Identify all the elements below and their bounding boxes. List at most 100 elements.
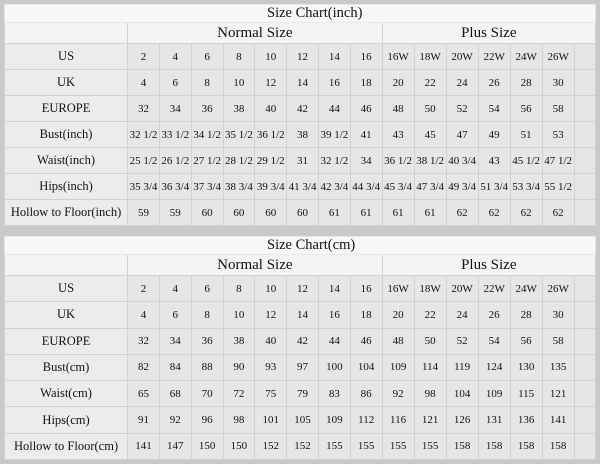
group-blank [3,254,129,276]
normal-size-cell: 8 [190,69,224,96]
plus-size-cell: 24W [509,43,543,70]
row-label: Hollow to Floor(cm) [3,432,129,461]
plus-size-cell: 28 [509,301,543,329]
plus-size-cell: 26 [477,301,511,329]
table-row: Bust(cm) 82 84 88 90 93 97 100 104 109 114 119 124 13… [3,353,597,382]
normal-size-cell: 112 [349,406,383,434]
plus-size-cell: 61 [413,199,447,226]
normal-size-cell: 38 [286,121,319,148]
plus-size-cell: 109 [381,353,415,382]
size-chart-cm: Size Chart(cm) Normal Size Plus Size US 2 4 6 8… [3,236,597,461]
plus-size-cell: 114 [413,353,447,382]
normal-size-cell: 150 [190,432,224,461]
plus-size-cell: 58 [541,95,575,122]
table-row: US 2 4 6 8 10 12 14 16 16W 18W 20W 22W 24W 26W [3,274,597,303]
plus-size-cell: 50 [413,327,447,355]
table-row: Hips(inch) 35 3/4 36 3/4 37 3/4 38 3/4 39 3/4… [3,173,597,200]
row-label: UK [3,69,129,96]
normal-size-cell: 29 1/2 [254,147,288,174]
normal-size-cell: 35 1/2 [222,121,256,148]
plus-size-cell: 26W [541,43,575,70]
normal-size-cell: 12 [286,43,319,70]
pad-cell [573,432,597,461]
plus-size-cell: 40 3/4 [445,147,479,174]
normal-size-cell: 65 [127,380,160,408]
normal-size-cell: 26 1/2 [158,147,192,174]
normal-size-cell: 60 [254,199,288,226]
normal-size-cell: 16 [349,43,383,70]
pad-cell [573,95,597,122]
normal-size-cell: 82 [127,353,160,382]
normal-size-cell: 8 [222,274,256,303]
group-normal-size: Normal Size [127,22,383,44]
table-row: US 2 4 6 8 10 12 14 16 16W 18W 20W 22W 24W 26W [3,43,597,70]
plus-size-cell: 20W [445,43,479,70]
row-label: Hollow to Floor(inch) [3,199,129,226]
normal-size-cell: 6 [190,43,224,70]
plus-size-cell: 158 [509,432,543,461]
plus-size-cell: 20 [381,301,415,329]
normal-size-cell: 152 [286,432,319,461]
normal-size-cell: 33 1/2 [158,121,192,148]
plus-size-cell: 131 [477,406,511,434]
plus-size-cell: 20W [445,274,479,303]
plus-size-cell: 158 [477,432,511,461]
normal-size-cell: 10 [254,274,288,303]
plus-size-cell: 53 3/4 [509,173,543,200]
normal-size-cell: 6 [158,69,192,96]
plus-size-cell: 47 3/4 [413,173,447,200]
plus-size-cell: 55 1/2 [541,173,575,200]
normal-size-cell: 59 [127,199,160,226]
plus-size-cell: 136 [509,406,543,434]
normal-size-cell: 88 [190,353,224,382]
pad-cell [573,301,597,329]
plus-size-cell: 36 1/2 [381,147,415,174]
normal-size-cell: 12 [254,69,288,96]
plus-size-cell: 155 [381,432,415,461]
table-row: UK 4 6 8 10 12 14 16 18 20 22 24 26 28 30 [3,301,597,329]
normal-size-cell: 16 [317,69,351,96]
normal-size-cell: 42 3/4 [317,173,351,200]
size-table: Size Chart(inch) Normal Size Plus Size US 2 4… [3,4,597,226]
plus-size-cell: 54 [477,327,511,355]
plus-size-cell: 62 [445,199,479,226]
size-chart-inch: Size Chart(inch) Normal Size Plus Size US 2 4… [3,4,597,226]
normal-size-cell: 68 [158,380,192,408]
pad-cell [573,147,597,174]
normal-size-cell: 42 [286,327,319,355]
plus-size-cell: 124 [477,353,511,382]
plus-size-cell: 22W [477,274,511,303]
normal-size-cell: 90 [222,353,256,382]
plus-size-cell: 45 3/4 [381,173,415,200]
row-label: EUROPE [3,95,129,122]
normal-size-cell: 14 [286,301,319,329]
pad-cell [573,69,597,96]
normal-size-cell: 18 [349,69,383,96]
normal-size-cell: 79 [286,380,319,408]
normal-size-cell: 8 [222,43,256,70]
normal-size-cell: 2 [127,43,160,70]
normal-size-cell: 18 [349,301,383,329]
normal-size-cell: 41 3/4 [286,173,319,200]
normal-size-cell: 150 [222,432,256,461]
normal-size-cell: 60 [222,199,256,226]
plus-size-cell: 22 [413,69,447,96]
plus-size-cell: 16W [381,274,415,303]
normal-size-cell: 44 [317,95,351,122]
normal-size-cell: 25 1/2 [127,147,160,174]
normal-size-cell: 101 [254,406,288,434]
plus-size-cell: 28 [509,69,543,96]
normal-size-cell: 4 [127,301,160,329]
normal-size-cell: 36 1/2 [254,121,288,148]
normal-size-cell: 36 [190,327,224,355]
normal-size-cell: 96 [190,406,224,434]
normal-size-cell: 27 1/2 [190,147,224,174]
row-label: UK [3,301,129,329]
plus-size-cell: 43 [381,121,415,148]
plus-size-cell: 135 [541,353,575,382]
normal-size-cell: 44 [317,327,351,355]
normal-size-cell: 41 [349,121,383,148]
plus-size-cell: 50 [413,95,447,122]
normal-size-cell: 93 [254,353,288,382]
normal-size-cell: 32 [127,327,160,355]
